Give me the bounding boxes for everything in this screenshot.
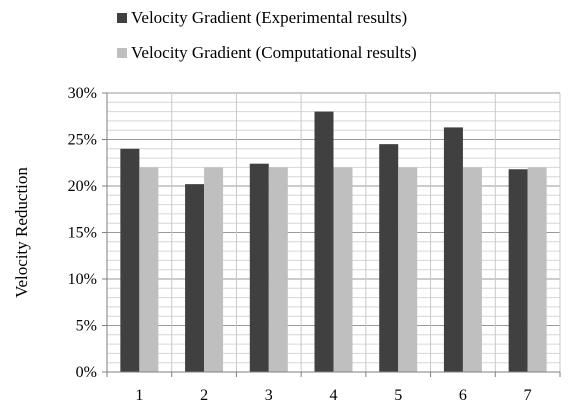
y-axis-title: Velocity Reduction bbox=[12, 167, 31, 298]
bar-series1-cat-1 bbox=[120, 148, 140, 372]
bar-series2-cat-2 bbox=[204, 167, 224, 372]
bar-series2-cat-4 bbox=[333, 167, 353, 372]
y-tick-labels: 0% 5% 10% 15% 20% 25% 30% bbox=[68, 85, 97, 381]
bar-series1-cat-2 bbox=[185, 184, 205, 372]
bar-series1-cat-4 bbox=[314, 111, 334, 372]
axes bbox=[102, 92, 561, 377]
x-tick-label: 3 bbox=[265, 387, 273, 404]
bar-series1-cat-3 bbox=[249, 163, 269, 372]
bar-series2-cat-3 bbox=[268, 167, 288, 372]
x-tick-label: 4 bbox=[330, 387, 338, 404]
y-tick-label: 10% bbox=[68, 271, 97, 288]
y-tick-label: 25% bbox=[68, 132, 97, 149]
x-tick-label: 2 bbox=[200, 387, 208, 404]
y-tick-label: 30% bbox=[68, 85, 97, 102]
legend-label-series2: Velocity Gradient (Computational results… bbox=[131, 43, 417, 62]
legend: Velocity Gradient (Experimental results)… bbox=[117, 8, 417, 62]
x-tick-label: 5 bbox=[394, 387, 402, 404]
x-tick-label: 7 bbox=[524, 387, 532, 404]
y-tick-label: 0% bbox=[76, 364, 97, 381]
bar-series2-cat-6 bbox=[462, 167, 482, 372]
y-tick-label: 5% bbox=[76, 318, 97, 335]
y-tick-label: 20% bbox=[68, 178, 97, 195]
x-tick-labels: 1 2 3 4 5 6 7 bbox=[135, 387, 531, 404]
bar-series2-cat-5 bbox=[398, 167, 418, 372]
x-tick-label: 1 bbox=[135, 387, 143, 404]
legend-swatch-series1 bbox=[117, 13, 127, 23]
bar-series2-cat-7 bbox=[527, 167, 547, 372]
bar-series1-cat-5 bbox=[379, 144, 399, 372]
x-tick-label: 6 bbox=[459, 387, 467, 404]
bar-series1-cat-6 bbox=[443, 127, 463, 372]
bar-series2-cat-1 bbox=[139, 167, 159, 372]
bar-series1-cat-7 bbox=[508, 169, 528, 372]
legend-label-series1: Velocity Gradient (Experimental results) bbox=[131, 8, 407, 27]
bars bbox=[120, 111, 547, 372]
legend-swatch-series2 bbox=[117, 48, 127, 58]
y-tick-label: 15% bbox=[68, 225, 97, 242]
